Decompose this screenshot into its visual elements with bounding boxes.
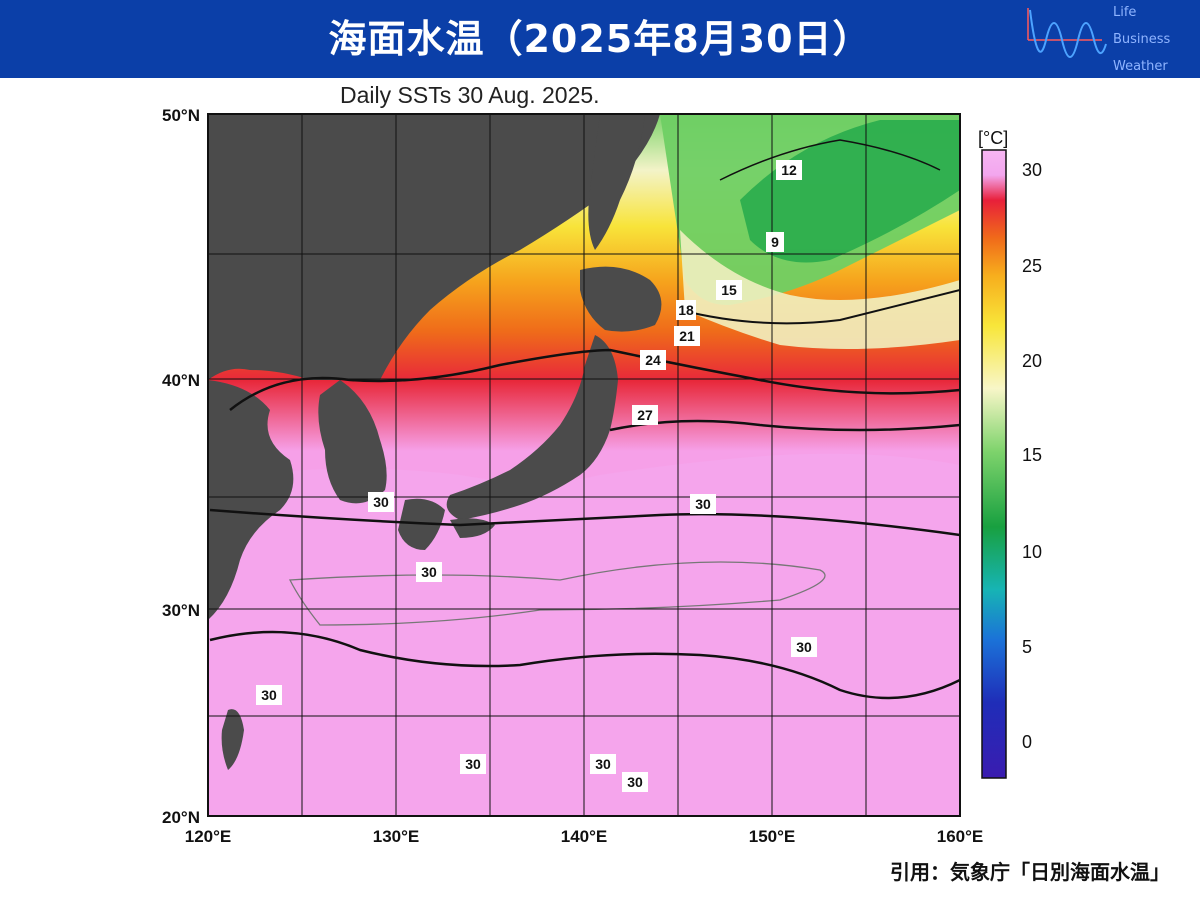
brand-logo: Life Business Weather [1024, 4, 1200, 76]
taiwan-land [221, 709, 244, 770]
colorbar-tick-5: 5 [1022, 637, 1032, 657]
lon-tick-160: 160°E [937, 827, 984, 846]
source-credit: 引用：気象庁「日別海面水温」 [890, 860, 1170, 884]
contour-label-30: 30 [791, 637, 817, 657]
brand-line-life: Life [1113, 5, 1137, 20]
china-coast-land [208, 380, 294, 620]
graticule [208, 114, 960, 816]
colorbar-tick-10: 10 [1022, 542, 1042, 562]
korea-peninsula-land [318, 380, 387, 504]
svg-text:18: 18 [678, 302, 694, 318]
svg-text:27: 27 [637, 407, 653, 423]
lat-tick-30: 30°N [162, 601, 200, 620]
colorbar-tick-15: 15 [1022, 445, 1042, 465]
colorbar-tick-25: 25 [1022, 256, 1042, 276]
header-bar: 海面水温（2025年8月30日） Life Business Weather [0, 0, 1200, 78]
contour-label-30: 30 [416, 562, 442, 582]
svg-text:9: 9 [771, 234, 779, 250]
svg-text:24: 24 [645, 352, 661, 368]
map-frame [207, 113, 961, 817]
sst-figure: Daily SSTs 30 Aug. 2025. [140, 80, 1060, 860]
lat-tick-40: 40°N [162, 371, 200, 390]
colorbar-tick-20: 20 [1022, 351, 1042, 371]
svg-text:30: 30 [595, 756, 611, 772]
svg-text:21: 21 [679, 328, 695, 344]
contour-label-30: 30 [256, 685, 282, 705]
lon-tick-140: 140°E [561, 827, 608, 846]
hokkaido-land [580, 266, 662, 332]
sakhalin-land [588, 114, 645, 250]
contour-30-north [209, 508, 960, 537]
colorbar-tick-0: 0 [1022, 732, 1032, 752]
colorbar: [°C] 30 25 20 15 10 5 0 [978, 128, 1042, 779]
cool-band-region [680, 230, 960, 349]
contour-label-12: 12 [776, 160, 802, 180]
wave-logo-icon [1027, 8, 1107, 58]
contour-label-30: 30 [590, 754, 616, 774]
colorbar-unit: [°C] [978, 128, 1008, 148]
colorbar-tick-30: 30 [1022, 160, 1042, 180]
contour-label-9: 9 [766, 232, 784, 252]
contour-30-south [209, 630, 960, 700]
svg-text:30: 30 [261, 687, 277, 703]
lon-tick-120: 120°E [185, 827, 232, 846]
colorbar-ramp [981, 149, 1007, 779]
contour-label-27: 27 [632, 405, 658, 425]
contour-label-30: 30 [368, 492, 394, 512]
lat-tick-50: 50°N [162, 106, 200, 125]
contour-31 [288, 561, 826, 626]
contour-12 [719, 139, 941, 181]
contour-label-30: 30 [460, 754, 486, 774]
brand-line-business: Business [1113, 32, 1171, 47]
contour-18 [679, 289, 960, 325]
contour-label-18: 18 [676, 300, 696, 320]
svg-text:12: 12 [781, 162, 797, 178]
svg-text:15: 15 [721, 282, 737, 298]
honshu-land [446, 335, 618, 520]
contour-label-30: 30 [622, 772, 648, 792]
svg-text:30: 30 [465, 756, 481, 772]
svg-text:30: 30 [373, 494, 389, 510]
map-title: Daily SSTs 30 Aug. 2025. [340, 82, 600, 108]
svg-text:30: 30 [627, 774, 643, 790]
svg-text:30: 30 [421, 564, 437, 580]
contour-label-24: 24 [640, 350, 666, 370]
brand-line-weather: Weather [1113, 59, 1168, 74]
contour-label-30: 30 [690, 494, 716, 514]
page-title: 海面水温（2025年8月30日） [328, 17, 872, 61]
contour-label-15: 15 [716, 280, 742, 300]
contour-label-21: 21 [674, 326, 700, 346]
svg-text:30: 30 [796, 639, 812, 655]
lon-tick-150: 150°E [749, 827, 796, 846]
svg-text:30: 30 [695, 496, 711, 512]
sst-map-svg: 12 9 15 18 21 24 27 30 30 30 30 30 30 30… [162, 106, 1042, 846]
lon-tick-130: 130°E [373, 827, 420, 846]
asia-mainland-land [208, 114, 660, 380]
lat-tick-20: 20°N [162, 808, 200, 827]
